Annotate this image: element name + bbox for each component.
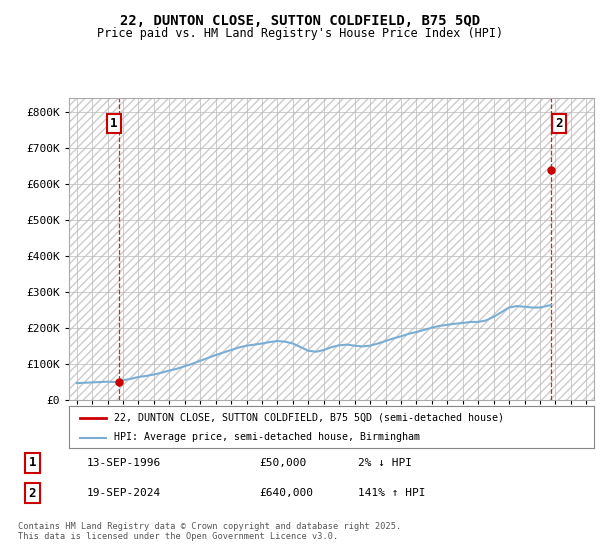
Text: 22, DUNTON CLOSE, SUTTON COLDFIELD, B75 5QD: 22, DUNTON CLOSE, SUTTON COLDFIELD, B75 … [120, 14, 480, 28]
Text: £640,000: £640,000 [260, 488, 314, 498]
Text: 22, DUNTON CLOSE, SUTTON COLDFIELD, B75 5QD (semi-detached house): 22, DUNTON CLOSE, SUTTON COLDFIELD, B75 … [113, 413, 503, 423]
Text: 141% ↑ HPI: 141% ↑ HPI [358, 488, 425, 498]
Text: 1: 1 [110, 116, 118, 130]
Text: £50,000: £50,000 [260, 458, 307, 468]
Text: HPI: Average price, semi-detached house, Birmingham: HPI: Average price, semi-detached house,… [113, 432, 419, 442]
Text: 19-SEP-2024: 19-SEP-2024 [87, 488, 161, 498]
Text: 2% ↓ HPI: 2% ↓ HPI [358, 458, 412, 468]
Text: 1: 1 [28, 456, 36, 469]
Text: Price paid vs. HM Land Registry's House Price Index (HPI): Price paid vs. HM Land Registry's House … [97, 27, 503, 40]
Text: 13-SEP-1996: 13-SEP-1996 [87, 458, 161, 468]
Text: 2: 2 [555, 116, 563, 130]
Text: Contains HM Land Registry data © Crown copyright and database right 2025.
This d: Contains HM Land Registry data © Crown c… [18, 522, 401, 542]
Text: 2: 2 [28, 487, 36, 500]
